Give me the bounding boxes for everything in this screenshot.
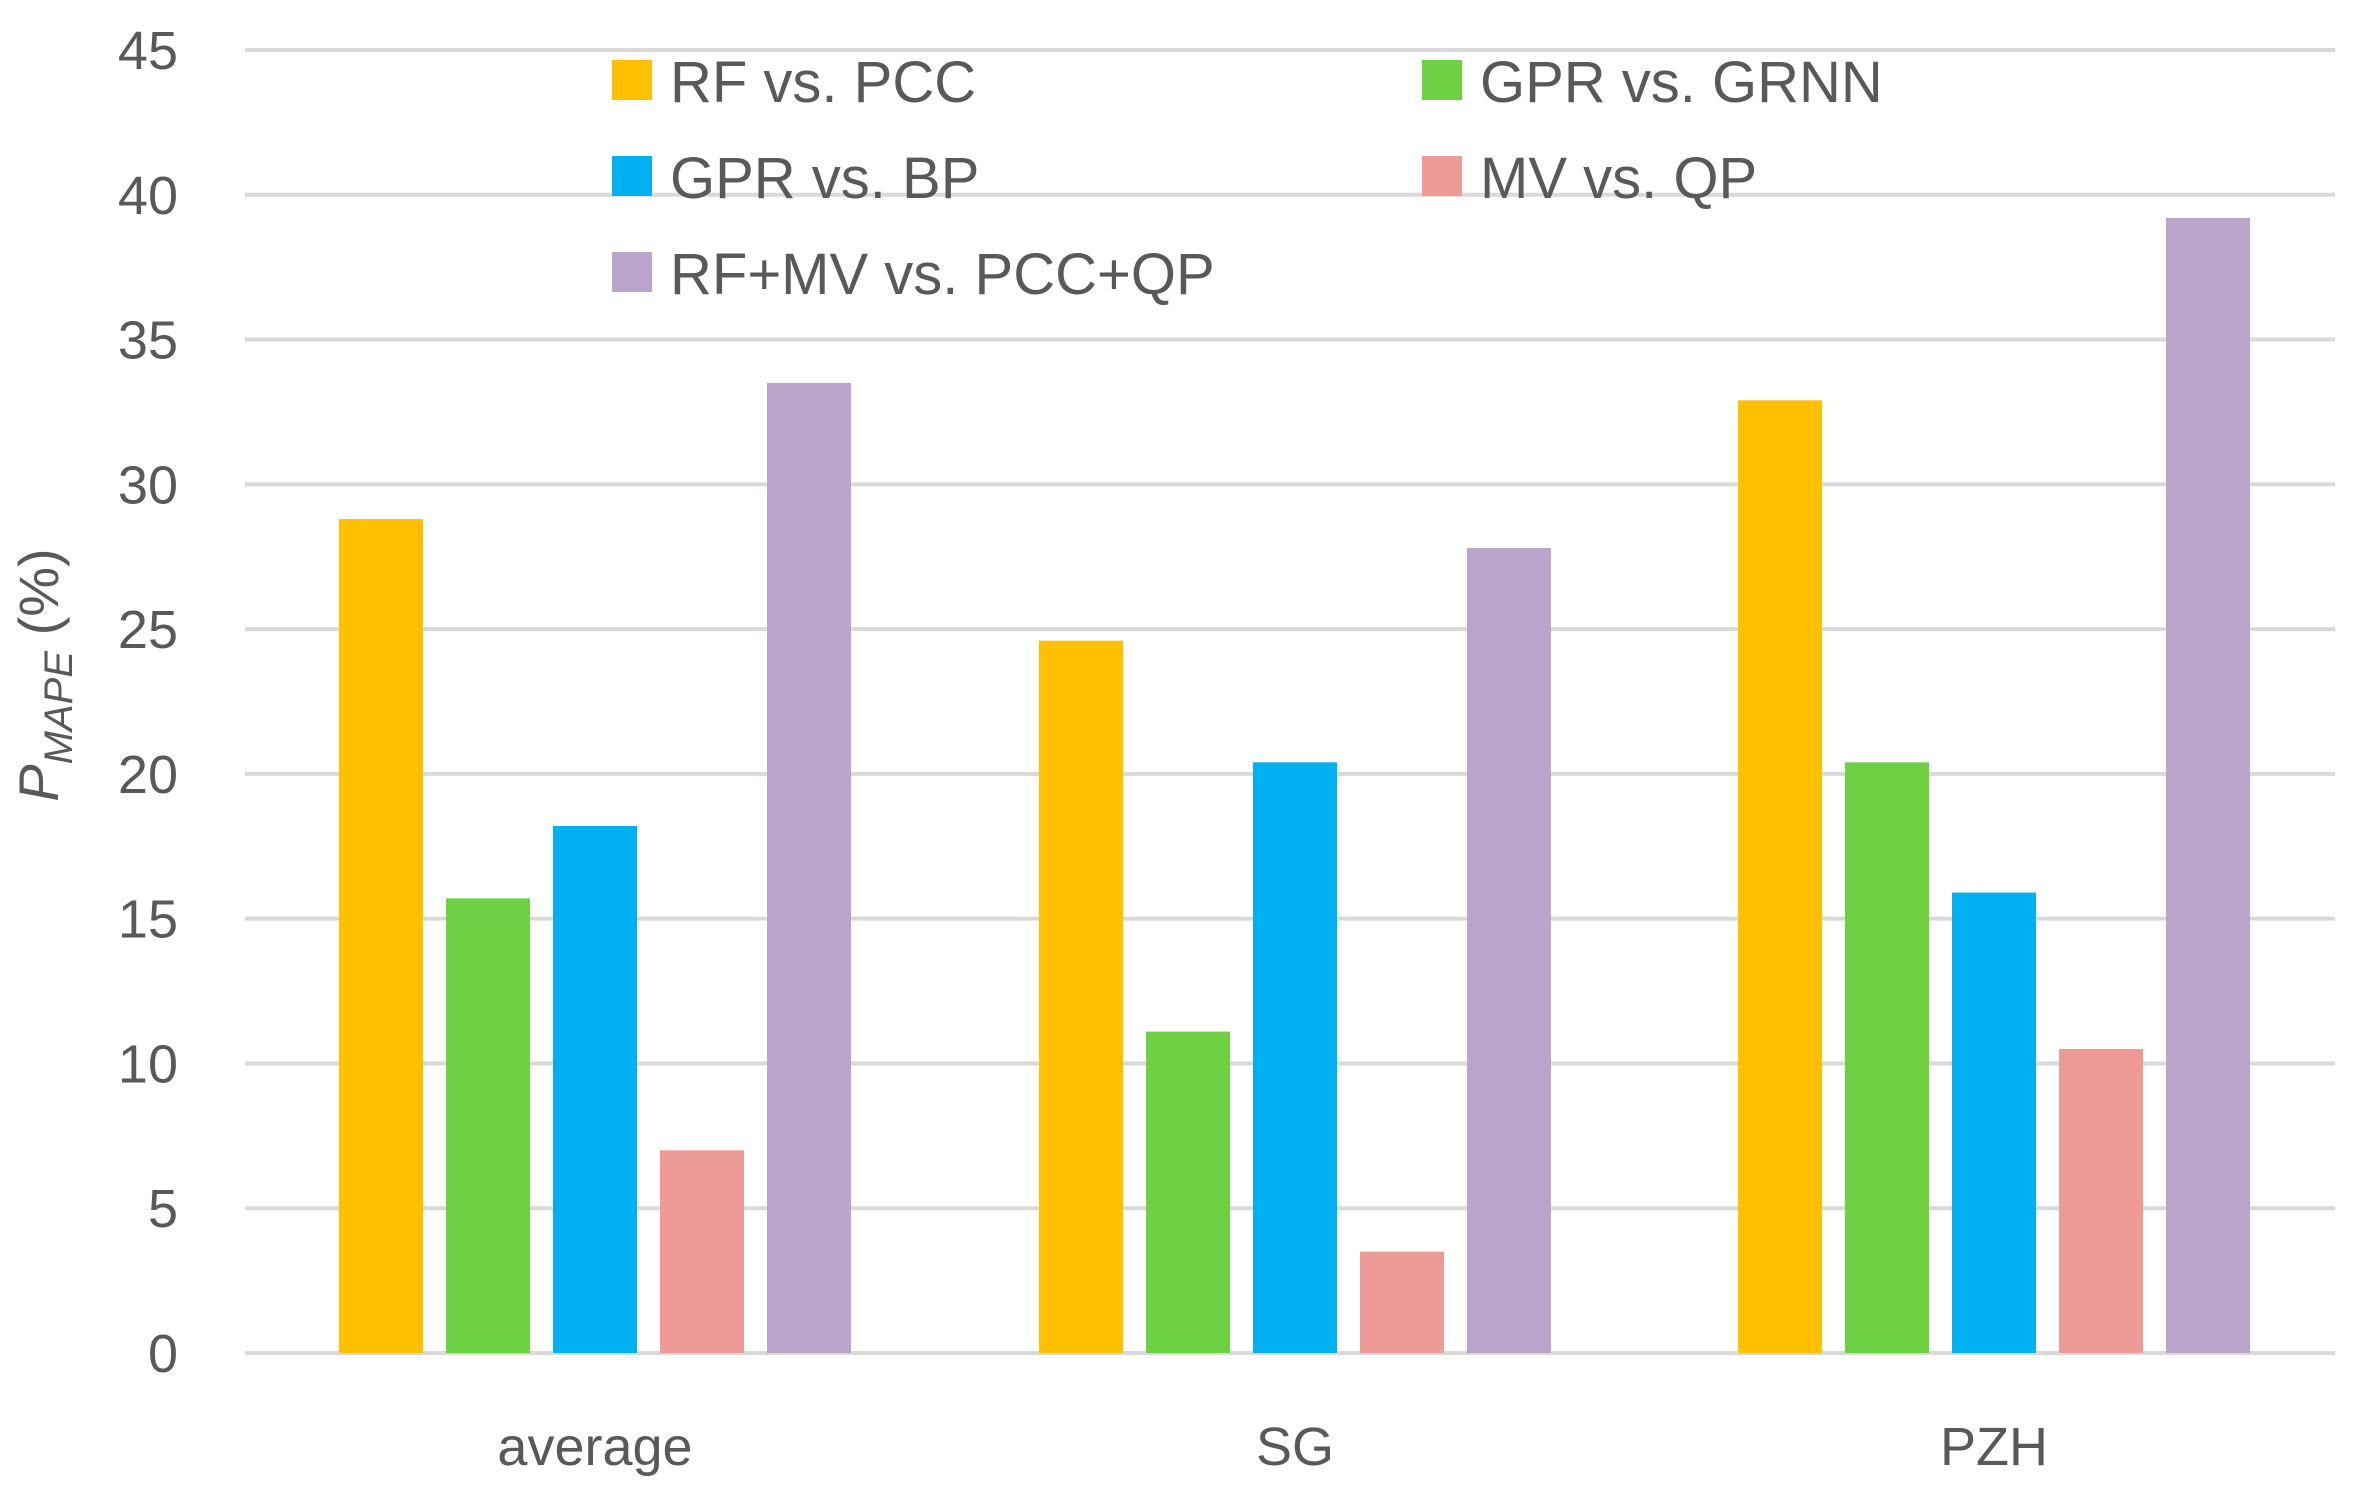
x-category-label: PZH bbox=[1940, 1417, 2048, 1477]
bar-rf-vs-pcc-average bbox=[339, 519, 423, 1353]
legend-label: GPR vs. GRNN bbox=[1480, 50, 1883, 115]
bars bbox=[339, 217, 2250, 1354]
bar-gpr-vs-bp-sg bbox=[1253, 762, 1337, 1353]
bar-rf-vs-pcc-sg bbox=[1039, 640, 1123, 1353]
bar-mv-vs-qp-average bbox=[660, 1150, 744, 1353]
y-axis-ticks: 0 5 10 15 20 25 30 35 40 45 bbox=[118, 21, 178, 1384]
bar-gpr-vs-bp-pzh bbox=[1952, 892, 2036, 1353]
y-tick-label: 15 bbox=[118, 890, 178, 950]
bar-rf-mv-vs-pcc-qp-average bbox=[767, 382, 851, 1353]
legend-label: MV vs. QP bbox=[1480, 146, 1757, 211]
legend-label: RF+MV vs. PCC+QP bbox=[670, 242, 1215, 307]
x-category-label: average bbox=[497, 1417, 692, 1477]
y-tick-label: 20 bbox=[118, 745, 178, 805]
y-tick-label: 0 bbox=[148, 1324, 178, 1384]
y-axis-label-main: P bbox=[7, 764, 70, 801]
legend-swatch bbox=[612, 60, 652, 100]
legend-swatch bbox=[1422, 156, 1462, 196]
y-tick-label: 30 bbox=[118, 455, 178, 515]
legend-swatch bbox=[612, 252, 652, 292]
x-category-label: SG bbox=[1256, 1417, 1334, 1477]
bar-gpr-vs-grnn-pzh bbox=[1845, 762, 1929, 1353]
legend-label: GPR vs. BP bbox=[670, 146, 979, 211]
bar-rf-vs-pcc-pzh bbox=[1738, 400, 1822, 1354]
bar-mv-vs-qp-sg bbox=[1360, 1251, 1444, 1353]
y-axis-label-subscript: MAPE bbox=[37, 650, 81, 765]
bar-gpr-vs-bp-average bbox=[553, 826, 637, 1353]
legend-label: RF vs. PCC bbox=[670, 50, 976, 115]
x-axis-categories: average SG PZH bbox=[497, 1417, 2048, 1477]
y-axis-label: PMAPE (%) bbox=[7, 548, 81, 801]
legend-swatch bbox=[1422, 60, 1462, 100]
y-tick-label: 5 bbox=[148, 1179, 178, 1239]
bar-rf-mv-vs-pcc-qp-sg bbox=[1467, 548, 1551, 1353]
y-tick-label: 25 bbox=[118, 600, 178, 660]
legend-swatch bbox=[612, 156, 652, 196]
y-tick-label: 45 bbox=[118, 21, 178, 81]
legend: RF vs. PCC GPR vs. GRNN GPR vs. BP MV vs. Q… bbox=[612, 50, 1883, 307]
y-tick-label: 35 bbox=[118, 311, 178, 371]
y-tick-label: 10 bbox=[118, 1034, 178, 1094]
bar-gpr-vs-grnn-average bbox=[446, 898, 530, 1353]
y-axis-label-suffix: (%) bbox=[7, 548, 70, 651]
bar-mv-vs-qp-pzh bbox=[2059, 1048, 2143, 1353]
bar-gpr-vs-grnn-sg bbox=[1146, 1031, 1230, 1353]
bar-rf-mv-vs-pcc-qp-pzh bbox=[2166, 217, 2250, 1353]
y-tick-label: 40 bbox=[118, 166, 178, 226]
